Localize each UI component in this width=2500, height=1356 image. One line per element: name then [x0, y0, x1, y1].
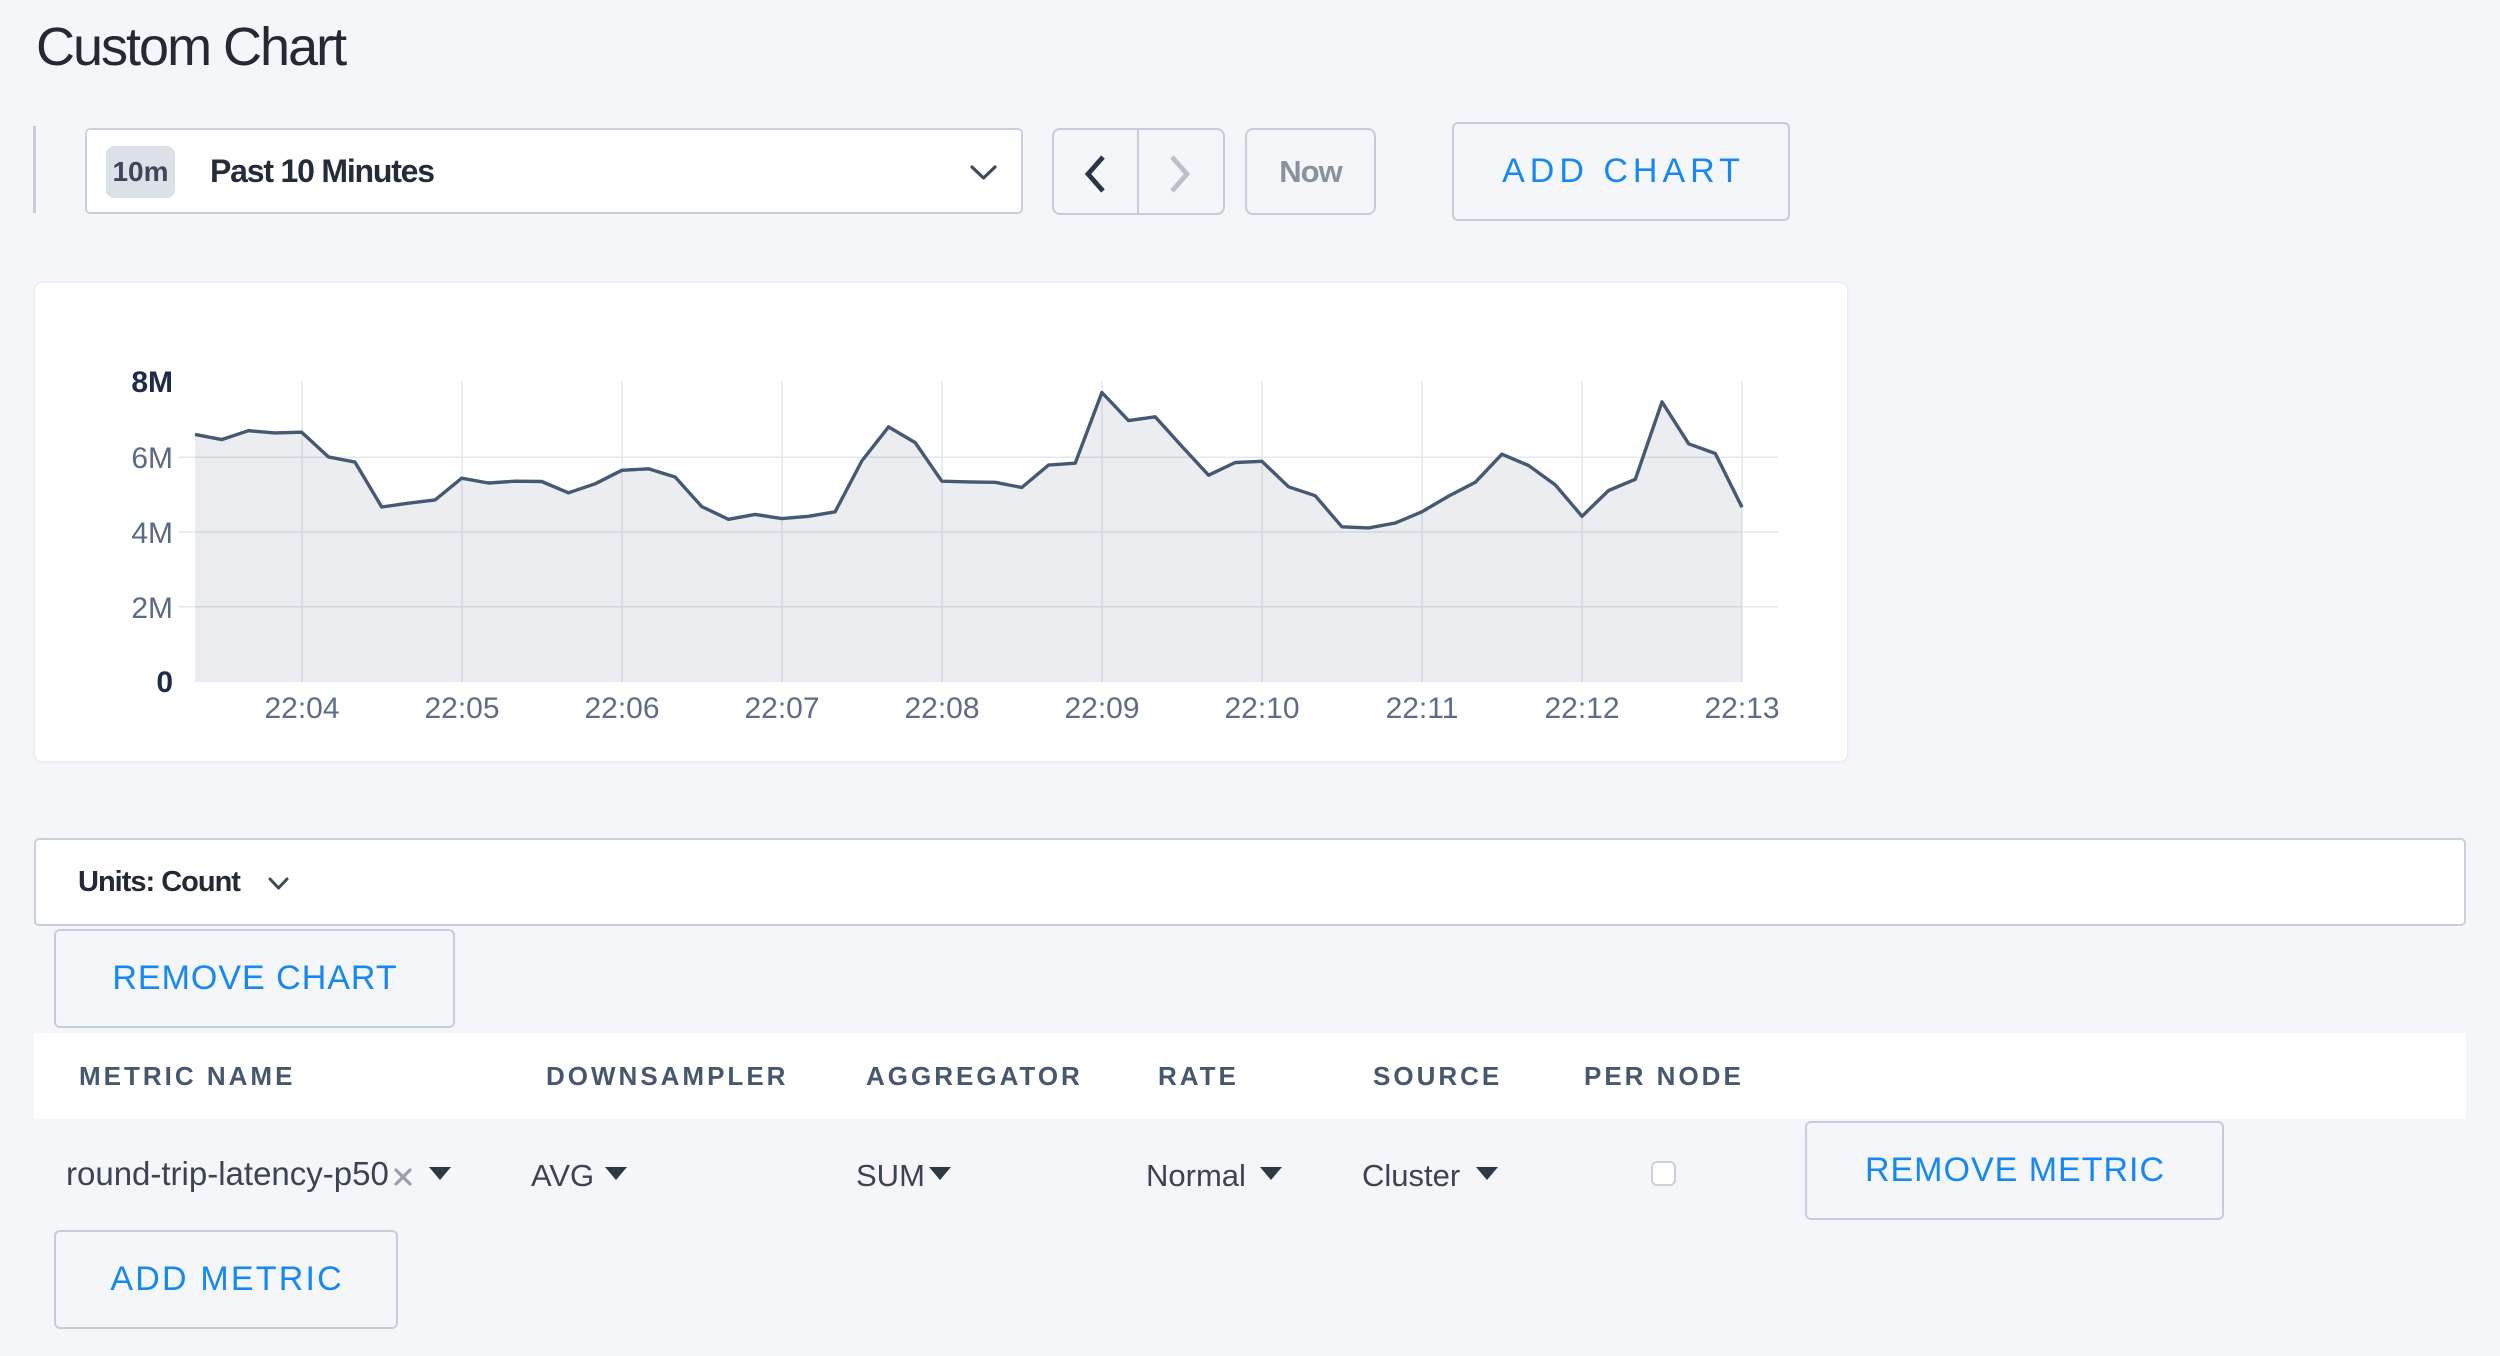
svg-text:22:05: 22:05 — [424, 692, 499, 725]
svg-text:22:07: 22:07 — [744, 692, 819, 725]
svg-text:22:09: 22:09 — [1064, 692, 1139, 725]
svg-text:6M: 6M — [131, 442, 173, 475]
svg-text:22:10: 22:10 — [1224, 692, 1299, 725]
svg-text:22:13: 22:13 — [1704, 692, 1779, 725]
svg-text:8M: 8M — [131, 366, 173, 399]
svg-text:22:12: 22:12 — [1544, 692, 1619, 725]
svg-text:2M: 2M — [131, 592, 173, 625]
svg-text:22:06: 22:06 — [584, 692, 659, 725]
svg-text:22:08: 22:08 — [904, 692, 979, 725]
svg-text:22:04: 22:04 — [264, 692, 339, 725]
svg-text:0: 0 — [156, 666, 173, 699]
svg-text:22:11: 22:11 — [1386, 692, 1459, 725]
svg-text:4M: 4M — [131, 517, 173, 550]
